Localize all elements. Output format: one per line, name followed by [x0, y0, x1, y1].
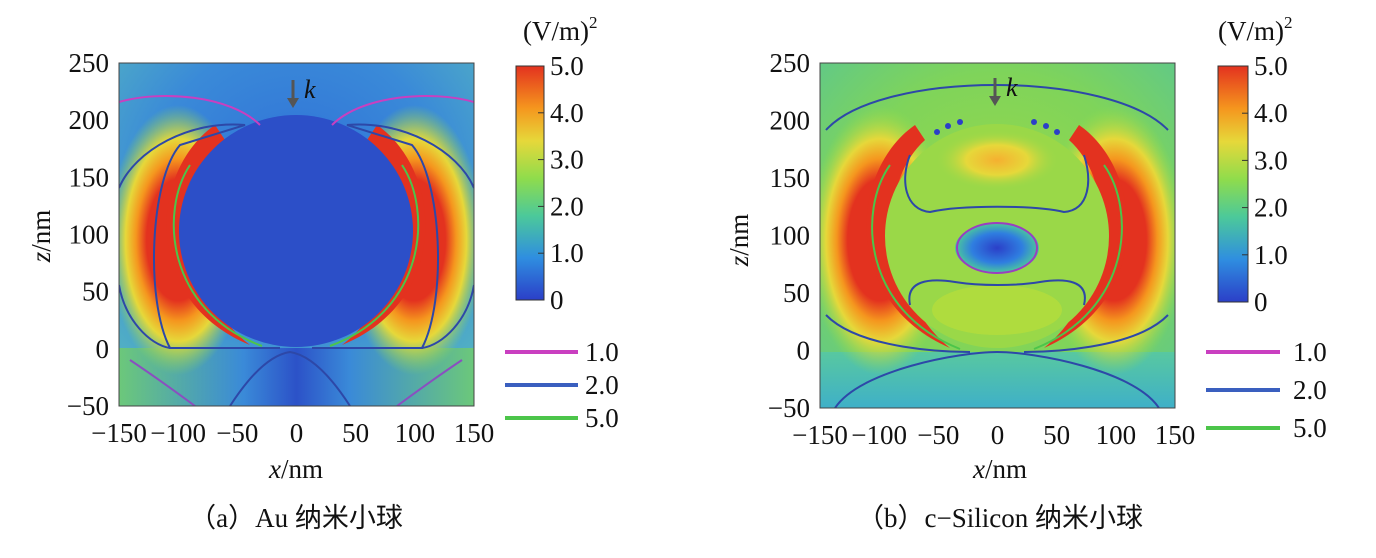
panel-a-y-tick-label: 250 [69, 48, 110, 78]
panel-a-k-label: k [304, 75, 316, 104]
panel-b-y-tick-label: 150 [770, 163, 811, 193]
panel-b-x-tick-label: −150 [792, 420, 848, 450]
panel-b-y-tick-label: 250 [770, 48, 811, 78]
panel-a-x-tick-label: 0 [290, 418, 304, 448]
panel-a-colorbar-tick-label: 3.0 [550, 145, 584, 175]
panel-b-caption: （b）c−Silicon 纳米小球 [857, 503, 1143, 533]
panel-a-legend-label: 1.0 [585, 337, 619, 367]
panel-b: k 250 200 150 100 50 0 −50 −150 −100 −50 0 50 100 15… [724, 13, 1327, 533]
panel-b-colorbar-unit: (V/m)2 [1218, 13, 1292, 46]
panel-a-colorbar: (V/m)2 5.0 4.0 3.0 2.0 1.0 0 [515, 13, 597, 315]
panel-a-y-tick-label: −50 [67, 391, 109, 421]
panel-a-colorbar-tick-label: 1.0 [550, 238, 584, 268]
panel-a-y-tick-label: 150 [69, 162, 110, 192]
panel-b-colorbar-tick-label: 0 [1254, 287, 1268, 317]
panel-a-x-tick-label: −150 [91, 418, 147, 448]
panel-b-x-tick-label: 150 [1155, 420, 1196, 450]
panel-a-x-tick-label: −100 [150, 418, 206, 448]
panel-a-legend-label: 2.0 [585, 370, 619, 400]
panel-a-contour-legend: 1.02.05.0 [505, 337, 619, 433]
panel-b-k-arrow: k [989, 73, 1018, 106]
panel-a-y-tick-label: 50 [82, 277, 109, 307]
panel-a-x-tick-label: 100 [395, 418, 436, 448]
panel-b-colorbar-tick-label: 3.0 [1254, 145, 1288, 175]
panel-b-y-tick-label: −50 [768, 393, 810, 423]
panel-a: k 250 200 150 100 50 0 −50 −150 −100 −50 0 50 100 15… [26, 13, 619, 533]
panel-b-colorbar-tick-label: 4.0 [1254, 98, 1288, 128]
panel-a-colorbar-tick-label: 0 [550, 285, 564, 315]
panel-a-colorbar-unit: (V/m)2 [523, 13, 597, 46]
panel-b-x-tick-label: −50 [917, 420, 959, 450]
panel-b-y-tick-label: 200 [770, 106, 811, 136]
panel-a-colorbar-tick-label: 2.0 [550, 191, 584, 221]
panel-b-x-tick-label: 50 [1043, 420, 1070, 450]
panel-b-x-tick-label: 100 [1096, 420, 1137, 450]
panel-b-colorbar-tick-label: 1.0 [1254, 240, 1288, 270]
panel-a-x-axis-title: x/nm [268, 454, 323, 484]
panel-b-y-tick-label: 100 [770, 221, 811, 251]
panel-b-legend-label: 2.0 [1293, 375, 1327, 405]
panel-a-legend-label: 5.0 [585, 403, 619, 433]
panel-b-colorbar-tick-label: 5.0 [1254, 51, 1288, 81]
panel-b-colorbar-tick-label: 2.0 [1254, 193, 1288, 223]
panel-a-heatmap [119, 63, 474, 406]
panel-b-legend-label: 5.0 [1293, 413, 1327, 443]
panel-b-y-axis-title: z/nm [724, 214, 754, 268]
panel-a-x-tick-label: −50 [216, 418, 258, 448]
panel-a-y-tick-label: 200 [69, 105, 110, 135]
panel-a-x-tick-label: 150 [454, 418, 495, 448]
panel-a-colorbar-tick-label: 4.0 [550, 98, 584, 128]
panel-a-x-tick-label: 50 [342, 418, 369, 448]
panel-a-y-tick-label: 100 [69, 220, 110, 250]
panel-b-x-axis-title: x/nm [972, 454, 1027, 484]
panel-b-contour-legend: 1.0 2.0 5.0 [1206, 337, 1327, 443]
panel-b-x-tick-label: −100 [851, 420, 907, 450]
panel-a-caption: （a）Au 纳米小球 [189, 503, 403, 533]
panel-a-y-axis-title: z/nm [26, 210, 56, 264]
panel-b-colorbar: (V/m)2 5.0 4.0 3.0 2.0 1.0 0 [1217, 13, 1292, 317]
panel-b-y-tick-label: 0 [797, 336, 811, 366]
panel-a-y-tick-label: 0 [96, 334, 110, 364]
panel-b-k-label: k [1006, 73, 1018, 102]
panel-b-x-tick-label: 0 [991, 420, 1005, 450]
panel-a-x-ticks: −150 −100 −50 0 50 100 150 [91, 418, 494, 448]
panel-a-y-ticks: 250 200 150 100 50 0 −50 [67, 48, 109, 421]
panel-a-colorbar-tick-label: 5.0 [550, 51, 584, 81]
panel-b-colorbar-ticks: 5.0 4.0 3.0 2.0 1.0 0 [1242, 51, 1288, 317]
panel-b-y-ticks: 250 200 150 100 50 0 −50 [768, 48, 810, 423]
panel-a-colorbar-ticks: 5.0 4.0 3.0 2.0 1.0 0 [538, 51, 584, 315]
panel-b-y-tick-label: 50 [783, 278, 810, 308]
panel-a-k-arrow: k [287, 75, 316, 108]
panel-b-legend-label: 1.0 [1293, 337, 1327, 367]
panel-b-heatmap [820, 63, 1175, 408]
panel-b-x-ticks: −150 −100 −50 0 50 100 150 [792, 420, 1195, 450]
